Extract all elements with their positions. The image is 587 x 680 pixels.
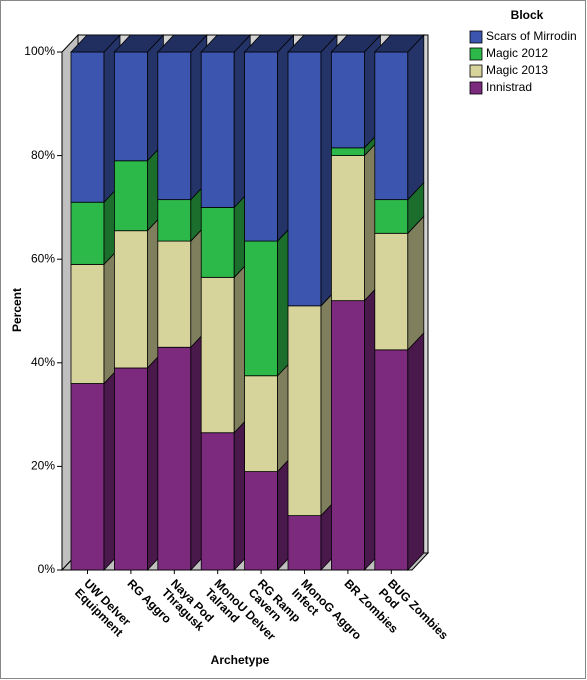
legend-label: Scars of Mirrodin: [486, 29, 577, 43]
bar-segment: [157, 240, 192, 348]
bar-segment: [330, 155, 365, 302]
y-tick-label: 0%: [38, 562, 56, 576]
bar-segment: [157, 51, 192, 201]
bar-top: [200, 34, 252, 53]
bar-segment: [374, 199, 409, 234]
bar-segment: [70, 51, 105, 203]
bar-segment: [330, 300, 365, 571]
bar-top: [287, 34, 338, 53]
bar-top: [113, 34, 165, 53]
bar-side: [407, 215, 425, 351]
bar-segment: [244, 240, 279, 377]
y-tick-label: 80%: [31, 148, 55, 162]
bar-segment: [70, 201, 105, 265]
bar-segment: [244, 471, 279, 571]
bar-segment: [330, 147, 365, 157]
bar-segment: [374, 232, 409, 351]
bar-segment: [200, 206, 235, 278]
bar-segment: [114, 51, 148, 162]
legend-label: Innistrad: [486, 80, 532, 94]
bar-segment: [70, 383, 105, 571]
y-axis-title: Percent: [10, 288, 24, 332]
y-tick-label: 60%: [31, 251, 55, 265]
legend-swatch: [469, 30, 483, 44]
bar-segment: [374, 51, 409, 201]
bar-segment: [70, 263, 105, 384]
bar-segment: [200, 51, 235, 208]
bar-segment: [200, 276, 235, 434]
bar-side: [407, 331, 425, 572]
bar-segment: [157, 346, 192, 571]
bar-top: [373, 34, 425, 53]
bar-segment: [114, 160, 148, 232]
bar-top: [330, 34, 382, 53]
bar-segment: [287, 515, 322, 571]
legend-label: Magic 2012: [486, 46, 548, 60]
bar-segment: [200, 432, 235, 571]
bar-top: [243, 34, 295, 53]
bar-segment: [374, 349, 409, 571]
bar-segment: [114, 230, 148, 369]
bar-segment: [244, 51, 279, 242]
bar-side: [407, 33, 425, 201]
legend-swatch: [469, 81, 483, 95]
legend-swatch: [469, 47, 483, 61]
x-axis-title: Archetype: [211, 653, 270, 667]
legend-label: Magic 2013: [486, 63, 548, 77]
bar-segment: [287, 51, 322, 307]
bar-segment: [114, 367, 148, 571]
legend-swatch: [469, 64, 483, 78]
y-tick-label: 100%: [24, 44, 55, 58]
y-tick-label: 40%: [31, 355, 55, 369]
bar-top: [70, 34, 121, 53]
bar-top: [156, 34, 208, 53]
bar-segment: [287, 305, 322, 517]
bar-segment: [330, 51, 365, 149]
legend-title: Block: [511, 8, 544, 22]
bar-segment: [244, 375, 279, 472]
bar-segment: [157, 199, 192, 242]
y-tick-label: 20%: [31, 459, 55, 473]
